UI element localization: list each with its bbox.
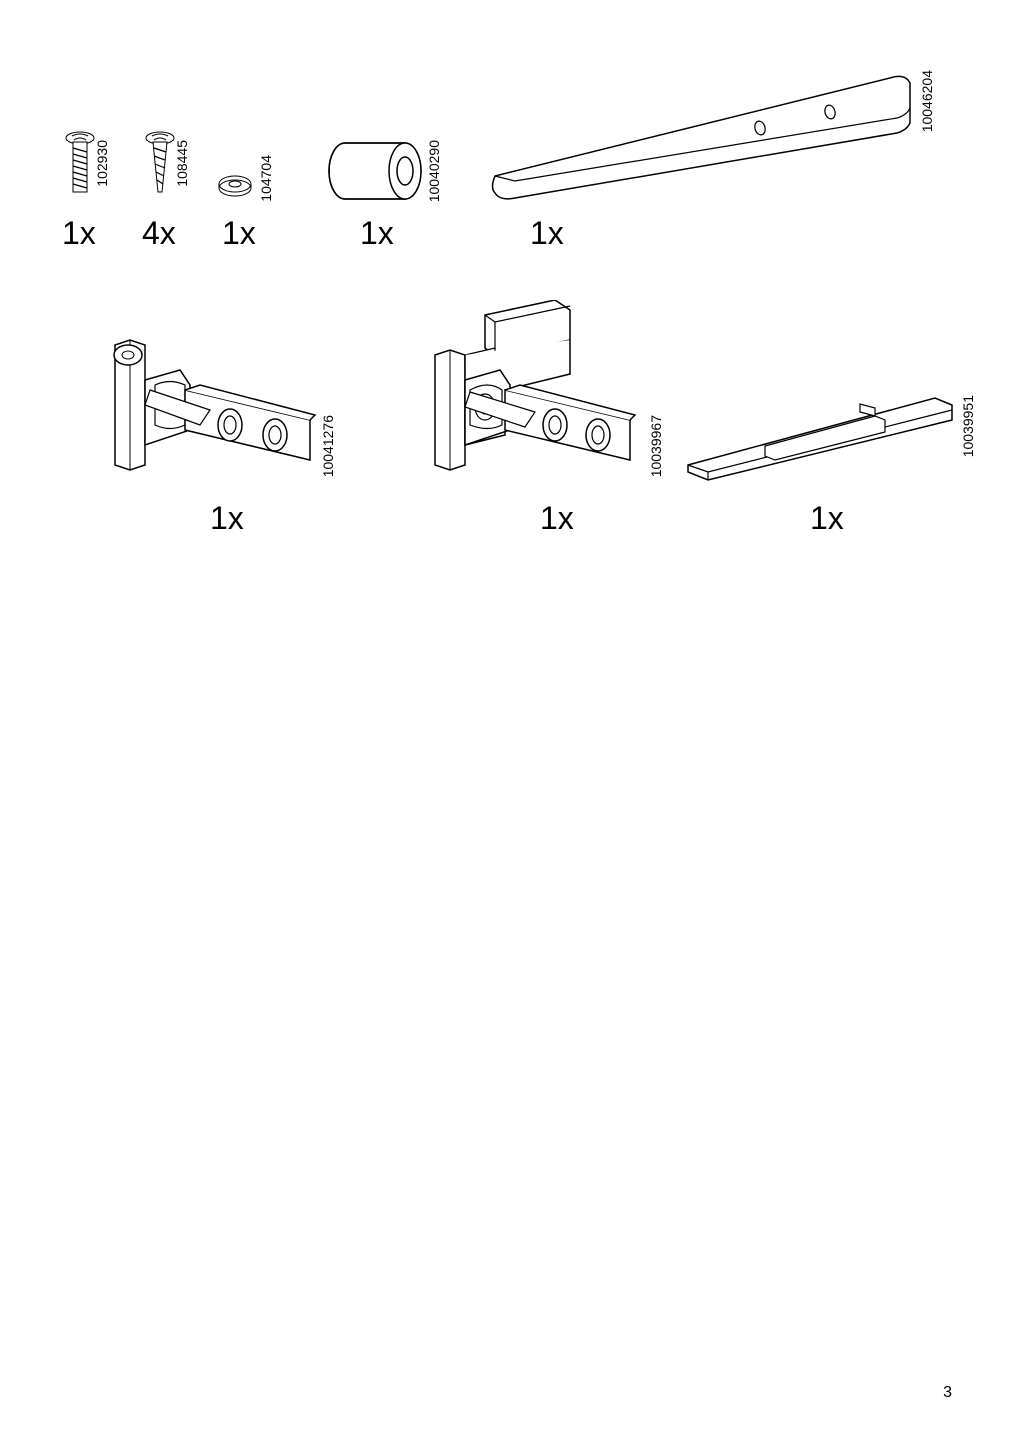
part-label: 102930 (94, 140, 110, 187)
part-label: 10040290 (426, 140, 442, 202)
part-label: 10046204 (919, 70, 935, 132)
assembly-parts-page: 102930 1x 108445 4x 104704 1x (0, 0, 1012, 1432)
part-qty: 4x (142, 215, 176, 252)
part-qty: 1x (62, 215, 96, 252)
part-washer (215, 172, 255, 200)
part-qty: 1x (222, 215, 256, 252)
part-qty: 1x (530, 215, 564, 252)
part-hinge-left (60, 330, 320, 480)
part-label: 10039967 (648, 415, 664, 477)
part-qty: 1x (810, 500, 844, 537)
part-label: 108445 (174, 140, 190, 187)
part-label: 10041276 (320, 415, 336, 477)
part-qty: 1x (540, 500, 574, 537)
part-label: 10039951 (960, 395, 976, 457)
part-flat-template (680, 390, 960, 485)
part-label: 104704 (258, 155, 274, 202)
part-mounting-plate (485, 68, 915, 203)
page-number: 3 (943, 1384, 952, 1402)
part-qty: 1x (210, 500, 244, 537)
part-bushing (325, 140, 425, 202)
part-qty: 1x (360, 215, 394, 252)
part-hinge-right (370, 300, 650, 490)
